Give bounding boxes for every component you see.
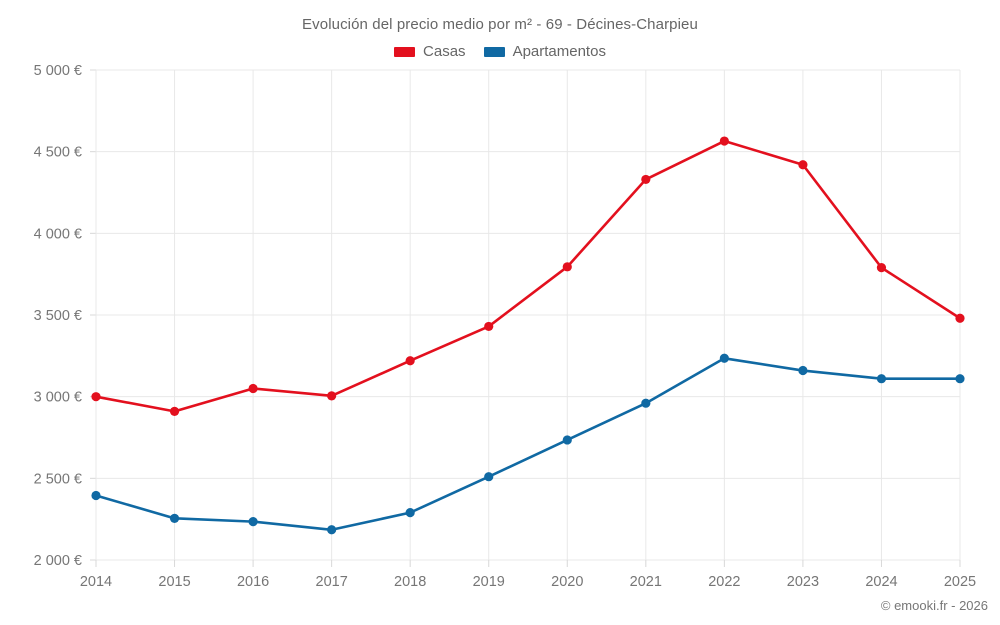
y-tick-label: 4 500 €: [34, 145, 82, 161]
data-point[interactable]: [248, 517, 258, 527]
data-point[interactable]: [405, 356, 415, 366]
x-tick-label: 2015: [158, 574, 190, 590]
y-tick-label: 4 000 €: [34, 226, 82, 242]
chart-title: Evolución del precio medio por m² - 69 -…: [302, 16, 698, 33]
data-series-group: [91, 136, 965, 535]
series-line-apartamentos: [94, 356, 962, 532]
data-point[interactable]: [169, 513, 180, 523]
y-tick-label: 3 500 €: [34, 308, 82, 324]
legend-swatch-apartamentos: [483, 46, 505, 57]
data-point[interactable]: [798, 365, 808, 376]
x-tick-label: 2014: [80, 574, 112, 590]
data-point[interactable]: [876, 374, 887, 384]
data-point[interactable]: [798, 160, 808, 170]
x-tick-label: 2017: [316, 574, 348, 590]
legend-label-casas: Casas: [423, 43, 466, 60]
data-point[interactable]: [719, 353, 729, 363]
data-point[interactable]: [562, 262, 572, 272]
y-axis-tick-labels: 2 000 € 2 500 € 3 000 € 3 500 € 4 000 € 4 500…: [34, 63, 82, 569]
x-tick-label: 2022: [708, 574, 740, 590]
credit-text: © emooki.fr - 2026: [880, 598, 988, 613]
chart-legend: Casas Apartamentos: [0, 43, 1000, 60]
data-point[interactable]: [484, 472, 494, 482]
data-point[interactable]: [641, 174, 651, 185]
data-point[interactable]: [484, 321, 494, 332]
legend-item-casas[interactable]: Casas: [394, 43, 466, 60]
x-tick-label: 2025: [944, 574, 976, 590]
data-point[interactable]: [405, 508, 415, 518]
data-point[interactable]: [876, 263, 887, 273]
data-point[interactable]: [641, 398, 651, 408]
x-tick-label: 2016: [237, 574, 269, 590]
x-tick-label: 2019: [473, 574, 505, 590]
data-point[interactable]: [955, 374, 965, 384]
legend-swatch-casas: [394, 46, 416, 57]
x-tick-label: 2018: [394, 574, 426, 590]
x-tick-label: 2020: [551, 574, 583, 590]
legend-label-apartamentos: Apartamentos: [512, 43, 606, 60]
y-tick-label: 5 000 €: [34, 63, 82, 79]
x-tick-label: 2024: [865, 574, 897, 590]
x-tick-label: 2023: [787, 574, 819, 590]
x-axis-tick-labels: 2014 2015 2016 2017 2018 2019 2020 2021 2022 2023…: [80, 574, 976, 590]
series-line-casas: [94, 139, 962, 413]
data-point[interactable]: [169, 406, 180, 416]
data-point[interactable]: [327, 391, 337, 401]
legend-item-apartamentos[interactable]: Apartamentos: [483, 43, 606, 60]
y-tick-label: 2 500 €: [34, 471, 82, 487]
data-point[interactable]: [562, 435, 572, 445]
y-tick-label: 2 000 €: [34, 553, 82, 569]
y-tick-label: 3 000 €: [34, 390, 82, 406]
gridlines: [90, 69, 961, 567]
x-tick-label: 2021: [630, 574, 662, 590]
data-point[interactable]: [248, 383, 258, 394]
data-point[interactable]: [91, 392, 101, 402]
data-point[interactable]: [91, 490, 101, 501]
data-point[interactable]: [719, 136, 729, 146]
data-point[interactable]: [955, 313, 965, 323]
data-point[interactable]: [327, 525, 337, 535]
